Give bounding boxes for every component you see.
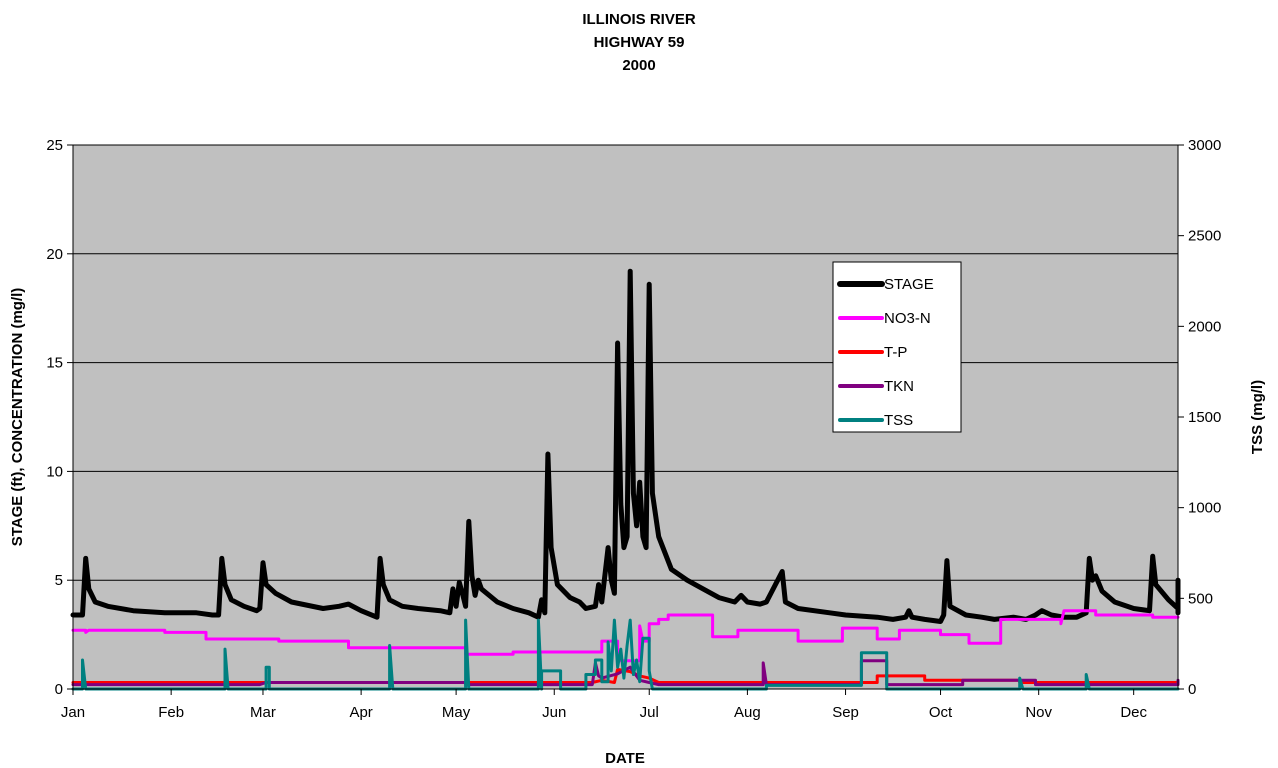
series-stage-line <box>70 268 1181 624</box>
plot-area <box>72 144 1179 690</box>
right-tick-label: 2000 <box>1188 318 1221 335</box>
series-tss-line <box>71 618 1180 691</box>
chart-title-line-1: ILLINOIS RIVER <box>582 11 696 28</box>
data-series <box>70 268 1181 691</box>
chart-title-line-3: 2000 <box>622 57 656 74</box>
left-axis-title: STAGE (ft), CONCENTRATION (mg/l) <box>9 288 26 547</box>
x-tick-label: Dec <box>1120 704 1147 721</box>
series-no3-n-line <box>71 609 1180 663</box>
chart-title: ILLINOIS RIVER HIGHWAY 59 2000 <box>0 8 1278 77</box>
legend: STAGE NO3-N T-P TKN TSS <box>832 261 962 433</box>
series-tkn-line <box>71 659 1180 687</box>
right-tick-label: 500 <box>1188 590 1213 607</box>
legend-label-no3-n: NO3-N <box>884 310 931 327</box>
x-tick-label: Feb <box>158 704 184 721</box>
series-t-p-line <box>71 667 1180 684</box>
left-tick-label: 10 <box>46 463 63 480</box>
x-tick-label: Aug <box>734 704 761 721</box>
x-tick-label: Jan <box>61 704 85 721</box>
x-tick-label: Oct <box>929 704 953 721</box>
axis-ticks: 0 5 10 15 20 25 0 500 1000 1500 2000 2500 3000 Jan Feb… <box>46 137 1221 721</box>
x-tick-label: May <box>442 704 471 721</box>
left-tick-label: 15 <box>46 355 63 372</box>
right-tick-label: 2500 <box>1188 228 1221 245</box>
legend-box <box>832 261 962 433</box>
legend-label-stage: STAGE <box>884 276 934 293</box>
left-tick-label: 5 <box>55 572 63 589</box>
right-axis-title: TSS (mg/l) <box>1249 380 1266 454</box>
x-tick-label: Jul <box>640 704 659 721</box>
left-tick-label: 0 <box>55 681 63 698</box>
chart-title-line-2: HIGHWAY 59 <box>593 34 685 51</box>
left-tick-label: 20 <box>46 246 63 263</box>
left-tick-label: 25 <box>46 137 63 154</box>
x-tick-label: Jun <box>542 704 566 721</box>
right-tick-label: 3000 <box>1188 137 1221 154</box>
legend-label-t-p: T-P <box>884 344 907 361</box>
x-axis-title: DATE <box>605 750 645 767</box>
right-tick-label: 0 <box>1188 681 1196 698</box>
right-tick-label: 1000 <box>1188 500 1221 517</box>
legend-label-tkn: TKN <box>884 378 914 395</box>
right-tick-label: 1500 <box>1188 409 1221 426</box>
x-tick-label: Mar <box>250 704 276 721</box>
x-tick-label: Apr <box>349 704 372 721</box>
x-tick-label: Nov <box>1025 704 1052 721</box>
legend-label-tss: TSS <box>884 412 913 429</box>
x-tick-label: Sep <box>832 704 859 721</box>
